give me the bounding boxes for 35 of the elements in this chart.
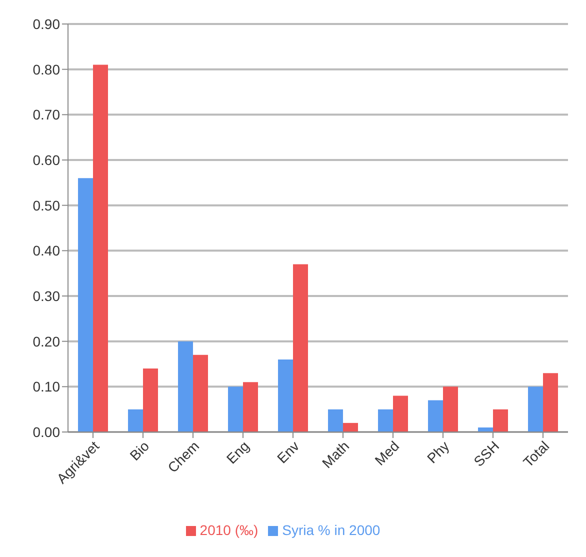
bar: [178, 341, 193, 432]
bar: [193, 354, 208, 432]
bar: [328, 409, 343, 432]
bar: [528, 386, 543, 432]
y-tick-label: 0.70: [32, 106, 60, 123]
bar: [293, 264, 308, 432]
y-tick-label: 0.60: [32, 152, 60, 168]
x-tick-label: Phy: [424, 438, 452, 466]
x-tick-label: Eng: [223, 438, 252, 467]
bar: [228, 386, 243, 432]
y-tick-label: 0.90: [32, 16, 60, 32]
bar: [128, 409, 143, 432]
y-tick-label: 0.40: [32, 242, 60, 259]
bar: [243, 382, 258, 432]
bar: [143, 368, 158, 432]
legend-label: 2010 (‰): [200, 522, 258, 538]
y-tick-label: 0.10: [32, 378, 60, 395]
bar: [93, 64, 108, 432]
y-tick-label: 0.20: [32, 333, 60, 350]
bar: [343, 422, 358, 432]
bar: [443, 386, 458, 432]
legend-label: Syria % in 2000: [282, 522, 380, 538]
y-tick-label: 0.00: [32, 424, 60, 440]
x-tick-label: Env: [274, 438, 302, 466]
bar: [78, 178, 93, 432]
y-tick-label: 0.30: [32, 288, 60, 304]
bar: [278, 359, 293, 432]
x-tick-label: Bio: [126, 438, 152, 464]
bar: [378, 409, 393, 432]
y-tick-label: 0.50: [32, 197, 60, 214]
bar: [393, 396, 408, 432]
bar: [493, 409, 508, 432]
y-tick-label: 0.80: [32, 61, 60, 78]
bar: [428, 400, 443, 432]
bar: [543, 373, 558, 432]
